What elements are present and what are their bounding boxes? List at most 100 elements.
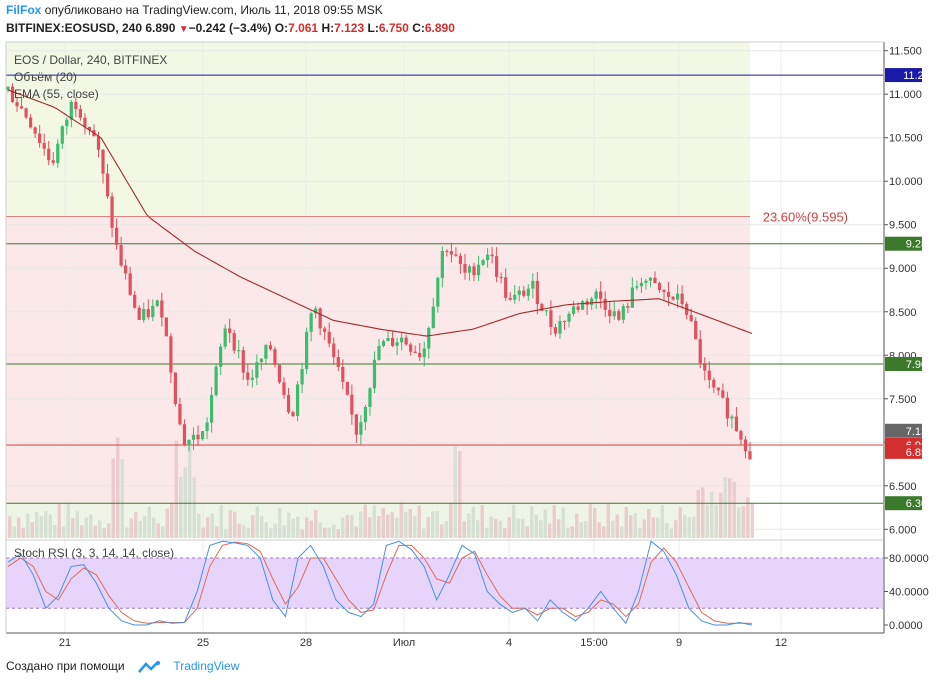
candle <box>191 427 196 450</box>
candle <box>137 305 141 320</box>
candle <box>612 301 616 320</box>
candle <box>513 285 517 304</box>
candle <box>264 344 268 364</box>
candle-body <box>47 148 51 161</box>
candle-body <box>196 434 200 440</box>
candle-body <box>105 173 110 197</box>
volume-bar <box>426 516 430 538</box>
candle-body <box>381 341 386 347</box>
volume-bar <box>588 504 592 538</box>
candle-body <box>219 346 223 367</box>
volume-bar <box>485 527 489 538</box>
candle <box>305 327 309 375</box>
volume-bar <box>723 477 727 538</box>
volume-bar <box>629 515 633 538</box>
volume-bar <box>201 527 205 538</box>
volume-bar <box>242 525 246 538</box>
volume-bar <box>291 518 295 538</box>
volume-bar <box>377 516 381 538</box>
volume-bar <box>665 523 669 538</box>
candle-body <box>698 339 702 364</box>
symbol-line: BITFINEX:EOSUSD, 240 6.890 ▼−0.242 (−3.4… <box>6 21 455 35</box>
tradingview-logo-icon <box>138 660 160 673</box>
candle <box>567 311 571 328</box>
candle <box>214 364 218 397</box>
candle-body <box>137 307 141 320</box>
candle-body <box>29 117 33 128</box>
candle <box>29 113 33 129</box>
volume-bar <box>264 522 268 538</box>
volume-bar <box>714 504 718 538</box>
volume-bar <box>359 511 363 538</box>
volume-bar <box>116 437 120 538</box>
candle <box>169 333 173 383</box>
volume-bar <box>57 503 61 538</box>
candle <box>495 247 499 283</box>
price-tick-label: 11.000 <box>889 89 922 101</box>
volume-bar <box>138 520 142 538</box>
stoch-tick-label: 80.0000 <box>889 553 929 565</box>
author-link[interactable]: FilFox <box>6 3 42 17</box>
volume-bar <box>188 441 192 538</box>
footer-tradingview-link[interactable]: TradingView <box>173 659 240 673</box>
candle-body <box>562 320 567 322</box>
candle <box>196 425 200 447</box>
candle-body <box>743 439 748 452</box>
volume-bar <box>602 526 606 538</box>
volume-bar <box>251 514 255 538</box>
candle <box>558 315 562 339</box>
candle <box>345 381 349 396</box>
candle-body <box>436 277 440 307</box>
ema-legend[interactable]: EMA (55, close) <box>14 87 99 101</box>
price-tick-label: 11.500 <box>889 46 922 58</box>
volume-bar <box>269 528 273 538</box>
candle <box>427 326 431 359</box>
candle <box>119 236 123 268</box>
candle-body <box>114 227 119 246</box>
candle <box>630 277 634 308</box>
candle <box>476 255 481 282</box>
ohlc-open: 7.061 <box>288 21 319 35</box>
volume-bar <box>107 523 111 538</box>
candle <box>359 415 363 445</box>
candle-body <box>440 250 444 278</box>
candle <box>481 258 485 267</box>
price-badge-label: 9.282 <box>906 239 934 251</box>
volume-bar <box>228 510 232 538</box>
price-tick-label: 6.500 <box>889 481 917 493</box>
candle <box>47 140 51 166</box>
candle-body <box>644 280 648 283</box>
candle-body <box>553 327 558 334</box>
volume-bar <box>422 528 426 538</box>
candle-body <box>223 328 227 347</box>
candle-body <box>305 331 309 369</box>
volume-bar <box>53 525 57 538</box>
price-badge-bg <box>885 423 922 438</box>
candle-body <box>571 306 576 314</box>
volume-bar <box>453 446 457 538</box>
volume-legend[interactable]: Объём (20) <box>14 70 77 84</box>
volume-bar <box>539 520 543 538</box>
price-badge: 6.890 <box>885 444 933 459</box>
candle-body <box>205 422 209 432</box>
volume-bar <box>732 481 736 538</box>
candle-body <box>200 431 205 440</box>
volume-bar <box>71 518 75 538</box>
candle <box>277 363 282 385</box>
stoch-legend[interactable]: Stoch RSI (3, 3, 14, 14, close) <box>14 546 175 560</box>
candle-body <box>513 294 517 300</box>
candle-body <box>282 382 286 396</box>
candle <box>83 113 87 135</box>
candle-body <box>395 342 399 346</box>
candle-body <box>38 133 42 143</box>
candle-body <box>617 311 621 320</box>
candle <box>205 417 209 440</box>
candle-body <box>277 364 282 383</box>
volume-bar <box>638 527 642 538</box>
candle-body <box>721 390 725 398</box>
time-tick-label: 25 <box>197 637 209 649</box>
candle-body <box>169 336 173 373</box>
candle-body <box>309 313 313 332</box>
volume-bar <box>651 517 655 538</box>
volume-bar <box>35 511 39 538</box>
